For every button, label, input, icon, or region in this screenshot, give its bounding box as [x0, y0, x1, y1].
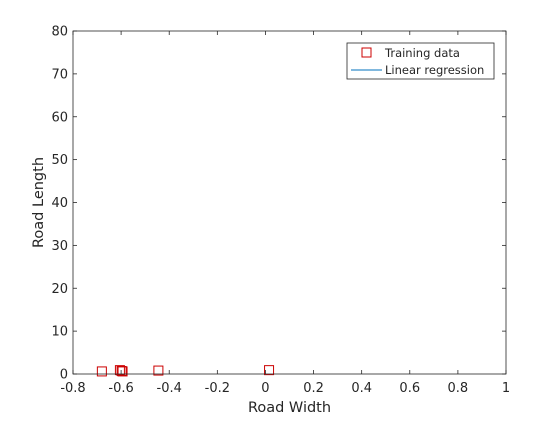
- y-tick-label: 40: [51, 196, 68, 211]
- data-point-training: [96, 366, 107, 377]
- legend-label-training-data: Training data: [384, 46, 460, 60]
- marks-layer: [96, 365, 275, 377]
- y-tick-label: 10: [51, 325, 68, 340]
- y-tick-label: 60: [51, 110, 68, 125]
- x-tick-label: -0.2: [205, 381, 230, 396]
- plot-area: [73, 31, 506, 374]
- x-axis-label: Road Width: [248, 400, 331, 416]
- data-point-training: [264, 365, 275, 376]
- plot-frame: [72, 30, 507, 375]
- x-tick-label: -0.4: [157, 381, 182, 396]
- y-axis-label: Road Length: [31, 157, 47, 248]
- data-point-training: [117, 366, 128, 377]
- x-tick-label: 0.2: [303, 381, 324, 396]
- legend-label-linear-regression: Linear regression: [385, 63, 484, 77]
- y-tick-label: 80: [51, 25, 68, 40]
- y-tick-label: 20: [51, 282, 68, 297]
- data-point-training: [153, 365, 164, 376]
- x-tick-label: 1: [502, 381, 510, 396]
- data-point-training: [114, 365, 125, 376]
- x-tick-label: 0.8: [448, 381, 469, 396]
- y-tick-label: 50: [51, 153, 68, 168]
- y-tick-label: 70: [51, 67, 68, 82]
- x-tick-label: 0.4: [351, 381, 372, 396]
- x-tick-label: -0.6: [108, 381, 133, 396]
- ticks-layer: -0.8 -0.6 -0.4 -0.2 0 0.2 0.4 0.6 0.8 10102030405…: [51, 25, 510, 397]
- x-tick-label: -0.8: [60, 381, 85, 396]
- x-tick-label: 0: [261, 381, 269, 396]
- x-tick-label: 0.6: [399, 381, 420, 396]
- legend: Training data Linear regression: [346, 42, 495, 80]
- y-tick-label: 0: [60, 368, 68, 383]
- y-tick-label: 30: [51, 239, 68, 254]
- legend-marker-training-data: [361, 47, 372, 58]
